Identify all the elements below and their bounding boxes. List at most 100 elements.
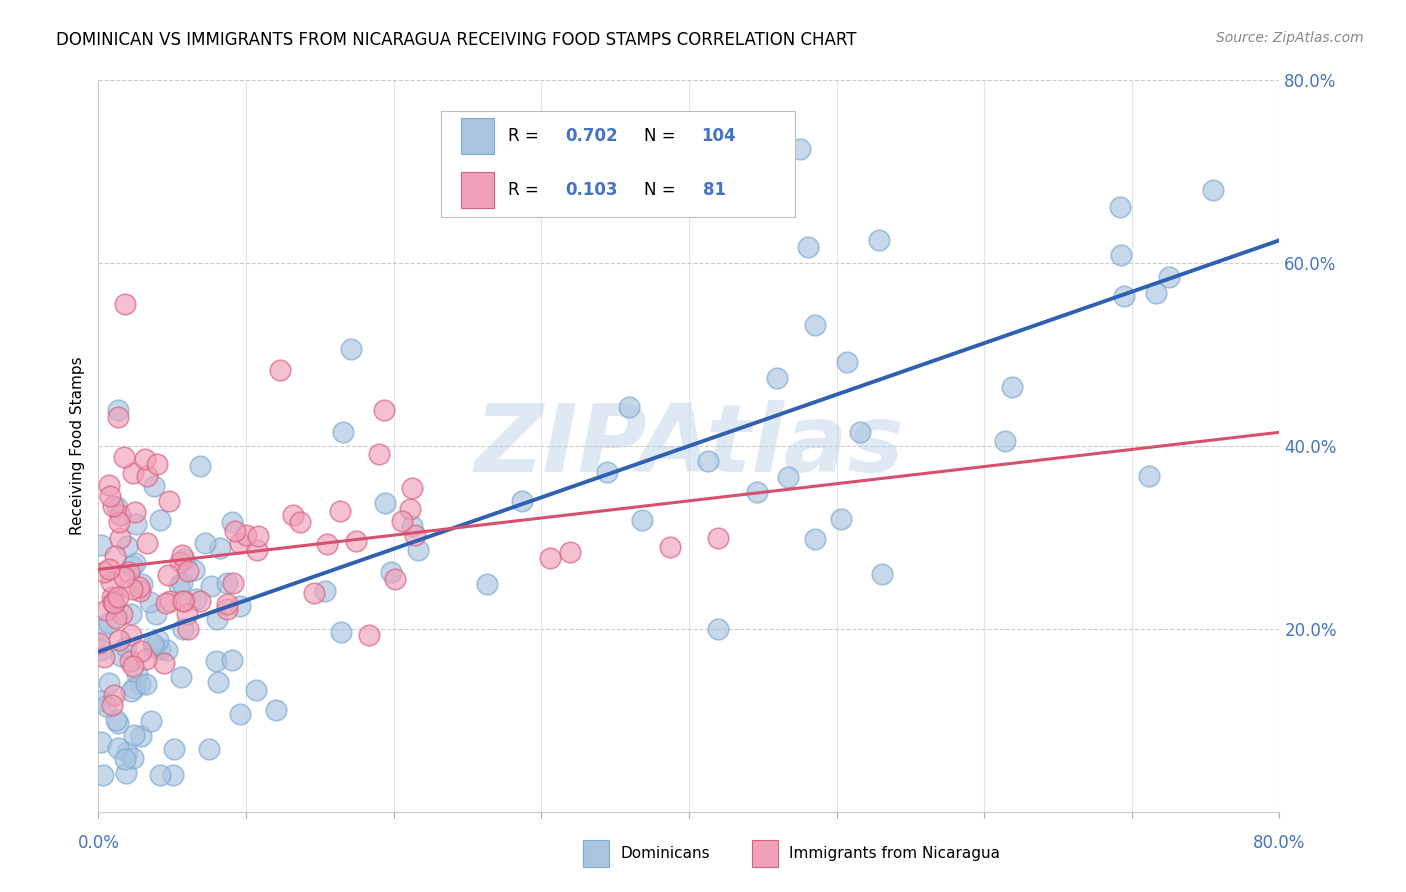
Point: [332, 425, 354, 439]
Point: [93, 566, 115, 580]
Point: [125, 666, 148, 681]
Point: [149, 768, 172, 782]
Point: [121, 558, 143, 573]
Point: [631, 513, 654, 527]
Point: [115, 539, 138, 553]
Point: [157, 494, 180, 508]
Point: [153, 656, 176, 670]
Text: N =: N =: [644, 127, 681, 145]
Point: [120, 628, 142, 642]
Point: [105, 611, 128, 625]
Text: 104: 104: [700, 127, 735, 145]
Point: [765, 370, 787, 384]
Point: [100, 575, 122, 590]
Point: [94, 698, 117, 713]
Point: [104, 549, 127, 563]
Point: [135, 651, 157, 665]
Point: [98, 615, 121, 630]
Text: 0.702: 0.702: [565, 127, 617, 145]
Point: [100, 590, 122, 604]
Y-axis label: Receiving Food Stamps: Receiving Food Stamps: [69, 357, 84, 535]
Point: [172, 622, 194, 636]
Point: [384, 572, 406, 586]
Point: [404, 528, 426, 542]
Point: [149, 513, 172, 527]
Point: [224, 524, 246, 539]
Point: [208, 541, 231, 555]
Point: [1109, 200, 1132, 214]
Point: [401, 519, 423, 533]
Point: [1157, 270, 1180, 285]
Point: [837, 355, 859, 369]
Point: [288, 515, 311, 529]
Point: [373, 403, 395, 417]
Text: Immigrants from Nicaragua: Immigrants from Nicaragua: [789, 847, 1000, 861]
Point: [124, 681, 146, 695]
Point: [124, 556, 146, 570]
Point: [176, 607, 198, 622]
Point: [97, 477, 120, 491]
Point: [235, 527, 257, 541]
Point: [122, 728, 145, 742]
Point: [316, 537, 339, 551]
Point: [121, 582, 143, 596]
Point: [134, 451, 156, 466]
Point: [129, 677, 152, 691]
Point: [159, 594, 181, 608]
Point: [89, 694, 111, 708]
Point: [155, 643, 177, 657]
Point: [391, 514, 413, 528]
Text: R =: R =: [508, 181, 544, 199]
Point: [136, 469, 159, 483]
Point: [217, 575, 239, 590]
Point: [107, 590, 129, 604]
Point: [173, 594, 195, 608]
Point: [107, 632, 129, 647]
Point: [868, 233, 890, 247]
Point: [367, 447, 389, 461]
Point: [778, 470, 800, 484]
Point: [139, 595, 162, 609]
Point: [229, 599, 252, 613]
Point: [103, 596, 125, 610]
Point: [707, 531, 730, 545]
Point: [747, 485, 769, 500]
Point: [115, 745, 138, 759]
Point: [330, 624, 353, 639]
Point: [194, 535, 217, 549]
Point: [872, 566, 894, 581]
Point: [357, 628, 380, 642]
Text: Dominicans: Dominicans: [620, 847, 710, 861]
Point: [129, 729, 152, 743]
Point: [406, 542, 429, 557]
Point: [264, 703, 287, 717]
Point: [101, 594, 124, 608]
Point: [1001, 380, 1024, 394]
Point: [93, 650, 115, 665]
Point: [90, 539, 112, 553]
Point: [538, 550, 561, 565]
Point: [170, 549, 193, 563]
Point: [112, 570, 135, 584]
Point: [101, 499, 124, 513]
Point: [107, 716, 129, 731]
Point: [401, 481, 423, 495]
Point: [121, 467, 143, 481]
Point: [198, 742, 221, 756]
Point: [148, 632, 170, 647]
Point: [121, 659, 143, 673]
Point: [207, 611, 229, 625]
Point: [221, 515, 243, 529]
Bar: [461, 118, 494, 154]
Point: [170, 670, 193, 684]
Point: [139, 714, 162, 729]
Point: [129, 644, 152, 658]
Point: [1109, 248, 1132, 262]
Point: [246, 529, 269, 543]
Text: DOMINICAN VS IMMIGRANTS FROM NICARAGUA RECEIVING FOOD STAMPS CORRELATION CHART: DOMINICAN VS IMMIGRANTS FROM NICARAGUA R…: [56, 31, 856, 49]
Point: [91, 768, 114, 782]
Point: [797, 240, 820, 254]
Text: R =: R =: [508, 127, 544, 145]
Point: [125, 517, 148, 532]
Text: Source: ZipAtlas.com: Source: ZipAtlas.com: [1216, 31, 1364, 45]
